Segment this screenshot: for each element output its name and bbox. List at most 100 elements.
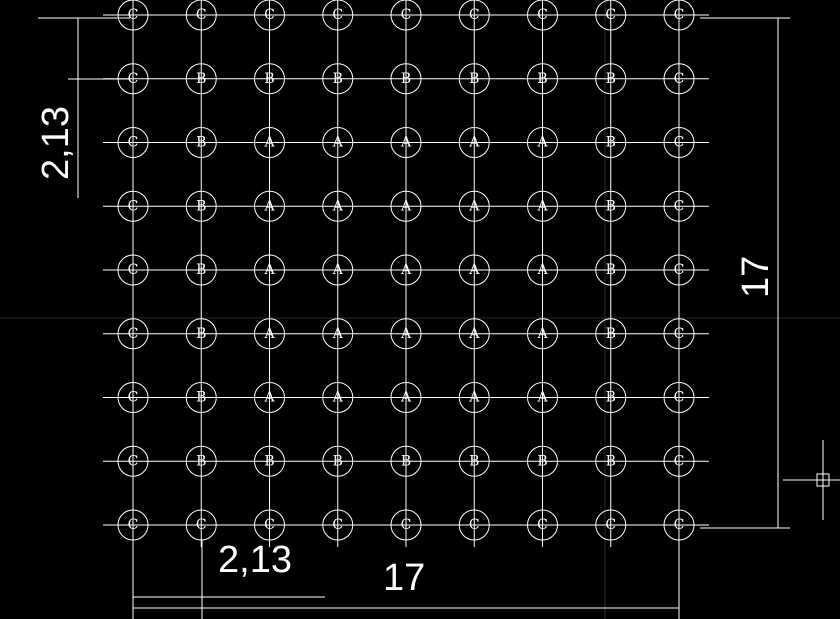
pile-A[interactable]: A [322,254,354,286]
pile-A[interactable]: A [458,318,490,350]
pile-A[interactable]: A [322,382,354,413]
pile-B[interactable]: B [595,63,627,95]
pile-A[interactable]: A [254,318,285,350]
pile-A[interactable]: A [458,382,490,413]
pile-C[interactable]: C [663,0,695,31]
pile-circle [527,509,558,541]
pile-A[interactable]: A [254,382,285,413]
pile-A[interactable]: A [527,382,558,413]
pile-A[interactable]: A [390,127,422,158]
pile-A[interactable]: A [527,254,558,286]
pile-B[interactable]: B [390,445,422,477]
pile-B[interactable]: B [185,318,217,350]
pile-B[interactable]: B [595,382,627,413]
crosshair-cursor-icon [783,440,840,520]
pile-C[interactable]: C [322,0,354,31]
pile-C[interactable]: C [663,509,695,541]
pile-C[interactable]: C [663,63,695,95]
pile-C[interactable]: C [117,254,149,286]
pile-B[interactable]: B [595,445,627,477]
pile-C[interactable]: C [663,445,695,477]
pile-C[interactable]: C [458,509,490,541]
pile-A[interactable]: A [390,190,422,222]
pile-circle [390,318,422,350]
pile-A[interactable]: A [322,190,354,222]
pile-C[interactable]: C [663,382,695,413]
pile-C[interactable]: C [117,0,149,31]
pile-B[interactable]: B [390,63,422,95]
pile-C[interactable]: C [390,0,422,31]
pile-B[interactable]: B [527,63,558,95]
pile-B[interactable]: B [595,127,627,158]
pile-B[interactable]: B [185,382,217,413]
pile-B[interactable]: B [322,63,354,95]
pile-B[interactable]: B [458,63,490,95]
pile-A[interactable]: A [458,254,490,286]
pile-type-label: C [128,198,139,214]
pile-A[interactable]: A [527,318,558,350]
pile-B[interactable]: B [595,254,627,286]
pile-C[interactable]: C [663,127,695,158]
pile-C[interactable]: C [117,445,149,477]
pile-circle [322,127,354,158]
pile-C[interactable]: C [663,190,695,222]
pile-C[interactable]: C [254,509,285,541]
pile-A[interactable]: A [527,190,558,222]
pile-C[interactable]: C [254,0,285,31]
pile-type-label: B [606,198,616,214]
pile-C[interactable]: C [390,509,422,541]
pile-C[interactable]: C [117,382,149,413]
pile-C[interactable]: C [663,318,695,350]
pile-C[interactable]: C [117,190,149,222]
pile-A[interactable]: A [458,190,490,222]
pile-C[interactable]: C [527,509,558,541]
pile-C[interactable]: C [185,0,217,31]
pile-B[interactable]: B [527,445,558,477]
pile-type-label: B [196,71,206,87]
pile-B[interactable]: B [185,63,217,95]
pile-B[interactable]: B [185,190,217,222]
pile-C[interactable]: C [117,63,149,95]
pile-type-label: C [674,71,685,87]
pile-B[interactable]: B [185,254,217,286]
pile-C[interactable]: C [458,0,490,31]
pile-A[interactable]: A [458,127,490,158]
pile-B[interactable]: B [458,445,490,477]
pile-C[interactable]: C [322,509,354,541]
pile-C[interactable]: C [595,509,627,541]
pile-type-label: B [606,135,616,151]
pile-circle [458,509,490,541]
pile-A[interactable]: A [390,382,422,413]
pile-circle [595,509,627,541]
pile-type-label: C [128,326,139,342]
pile-C[interactable]: C [595,0,627,31]
pile-A[interactable]: A [254,127,285,158]
pile-B[interactable]: B [185,445,217,477]
pile-B[interactable]: B [595,190,627,222]
pile-C[interactable]: C [117,127,149,158]
pile-C[interactable]: C [117,509,149,541]
pile-A[interactable]: A [254,254,285,286]
pile-B[interactable]: B [254,63,285,95]
pile-A[interactable]: A [254,190,285,222]
pile-circle [663,127,695,158]
pile-C[interactable]: C [527,0,558,31]
pile-A[interactable]: A [322,127,354,158]
pile-A[interactable]: A [527,127,558,158]
pile-B[interactable]: B [185,127,217,158]
pile-A[interactable]: A [390,318,422,350]
pile-A[interactable]: A [390,254,422,286]
pile-B[interactable]: B [595,318,627,350]
pile-type-label: A [400,326,412,342]
pile-type-label: A [400,262,412,278]
pile-B[interactable]: B [322,445,354,477]
pile-A[interactable]: A [322,318,354,350]
pile-C[interactable]: C [185,509,217,541]
pile-B[interactable]: B [254,445,285,477]
pile-C[interactable]: C [117,318,149,350]
pile-type-label: A [332,198,344,214]
pile-circle [185,382,217,413]
pile-C[interactable]: C [663,254,695,286]
pile-type-label: C [674,7,685,23]
